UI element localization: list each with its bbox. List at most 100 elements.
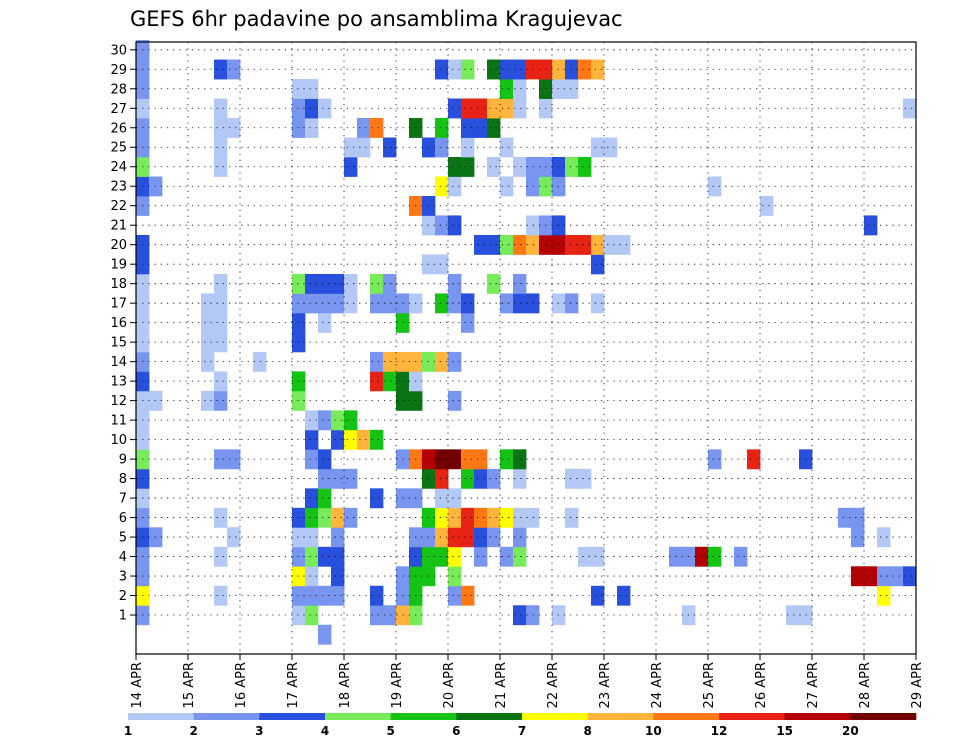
- heatmap-cell: [292, 371, 306, 392]
- x-tick-label: 14 APR: [130, 662, 145, 708]
- heatmap-cell: [214, 137, 228, 158]
- heatmap-cell: [565, 507, 579, 528]
- heatmap-cell: [422, 468, 436, 489]
- heatmap-cell: [305, 118, 319, 138]
- heatmap-cell: [526, 234, 540, 255]
- y-tick-label: 21: [110, 219, 127, 234]
- heatmap-cell: [500, 79, 514, 99]
- heatmap-cell: [292, 390, 306, 411]
- heatmap-cell: [435, 351, 449, 372]
- heatmap-cell: [474, 449, 488, 470]
- heatmap-cell: [487, 156, 501, 177]
- heatmap-cell: [526, 176, 540, 197]
- heatmap-cell: [214, 585, 228, 606]
- y-tick-label: 10: [110, 433, 127, 448]
- y-tick-label: 5: [119, 531, 127, 546]
- colorbar-tick-label: 4: [321, 724, 329, 738]
- heatmap-cell: [565, 468, 579, 489]
- y-tick-label: 14: [110, 355, 127, 370]
- heatmap-cell: [214, 332, 228, 353]
- colorbar-swatch: [653, 713, 720, 720]
- heatmap-cell: [305, 273, 319, 294]
- heatmap-cell: [617, 585, 631, 606]
- heatmap-cell: [422, 527, 436, 548]
- y-tick-label: 16: [110, 316, 127, 331]
- heatmap-cell: [422, 254, 436, 275]
- heatmap-cell: [708, 449, 722, 470]
- heatmap-cell: [305, 546, 319, 567]
- colorbar-swatch: [325, 713, 391, 720]
- heatmap-cell: [435, 59, 449, 80]
- heatmap-cell: [617, 234, 631, 255]
- x-tick-label: 29 APR: [910, 662, 925, 708]
- colorbar-tick-label: 8: [583, 724, 591, 738]
- heatmap-cell: [227, 449, 241, 470]
- heatmap-cell: [500, 546, 514, 567]
- heatmap-cell: [461, 585, 475, 606]
- heatmap-cell: [383, 137, 397, 158]
- heatmap-cell: [214, 371, 228, 392]
- heatmap-cell: [383, 293, 397, 314]
- heatmap-cell: [214, 312, 228, 333]
- heatmap-cell: [318, 449, 332, 470]
- heatmap-cell: [305, 98, 319, 119]
- heatmap-cell: [565, 234, 579, 255]
- heatmap-cell: [448, 449, 462, 470]
- heatmap-cell: [448, 293, 462, 314]
- heatmap-cell: [214, 98, 228, 119]
- heatmap-cell: [214, 449, 228, 470]
- heatmap-cell: [461, 59, 475, 80]
- heatmap-cell: [487, 59, 501, 80]
- y-tick-label: 2: [119, 589, 127, 604]
- heatmap-cell: [435, 546, 449, 567]
- y-tick-label: 8: [119, 472, 127, 487]
- colorbar-swatch: [784, 713, 851, 720]
- colorbar-tick-label: 12: [711, 724, 728, 738]
- heatmap-cell: [513, 273, 527, 294]
- x-tick-label: 21 APR: [494, 662, 509, 708]
- heatmap-cell: [565, 156, 579, 177]
- heatmap-cell: [734, 546, 748, 567]
- heatmap-cell: [591, 254, 605, 275]
- heatmap-cell: [344, 137, 358, 158]
- heatmap-cell: [227, 118, 241, 138]
- y-tick-label: 18: [110, 277, 127, 292]
- heatmap-cell: [383, 351, 397, 372]
- y-tick-label: 28: [110, 82, 127, 97]
- heatmap-cell: [487, 507, 501, 528]
- heatmap-cell: [487, 468, 501, 489]
- y-tick-label: 20: [110, 238, 127, 253]
- y-tick-label: 19: [110, 258, 127, 273]
- heatmap-cell: [448, 351, 462, 372]
- heatmap-cell: [292, 312, 306, 333]
- x-tick-label: 19 APR: [390, 662, 405, 708]
- heatmap-cell: [448, 176, 462, 197]
- heatmap-cell: [435, 527, 449, 548]
- heatmap-cell: [565, 293, 579, 314]
- heatmap-cell: [305, 527, 319, 548]
- heatmap-cell: [851, 527, 865, 548]
- heatmap-cell: [305, 507, 319, 528]
- plot-frame: [135, 41, 917, 655]
- heatmap-cell: [422, 546, 436, 567]
- heatmap-cell: [591, 137, 605, 158]
- heatmap-cell: [461, 312, 475, 333]
- heatmap-cell: [487, 98, 501, 119]
- heatmap-cell: [903, 566, 917, 587]
- y-tick-label: 1: [119, 609, 127, 624]
- heatmap-cell: [292, 507, 306, 528]
- colorbar-tick-label: 15: [776, 724, 793, 738]
- y-tick-label: 9: [119, 453, 127, 468]
- heatmap-cell: [331, 293, 345, 314]
- heatmap-cell: [487, 234, 501, 255]
- heatmap-cell: [370, 371, 384, 392]
- heatmap-cell: [500, 59, 514, 80]
- heatmap-cell: [474, 118, 488, 138]
- heatmap-cell: [357, 429, 371, 450]
- heatmap-cell: [461, 98, 475, 119]
- heatmap-cell: [877, 527, 891, 548]
- heatmap-cell: [201, 312, 215, 333]
- heatmap-cell: [435, 488, 449, 509]
- heatmap-cell: [461, 507, 475, 528]
- heatmap-cell: [786, 605, 800, 626]
